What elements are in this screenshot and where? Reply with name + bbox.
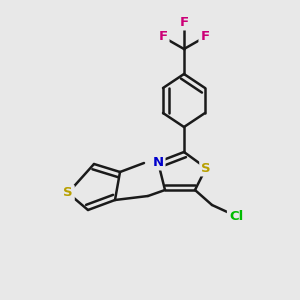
Text: N: N bbox=[152, 155, 164, 169]
Text: S: S bbox=[201, 161, 211, 175]
Text: F: F bbox=[200, 31, 210, 44]
Text: F: F bbox=[158, 31, 168, 44]
Text: F: F bbox=[179, 16, 189, 28]
Text: S: S bbox=[63, 187, 73, 200]
Text: Cl: Cl bbox=[229, 209, 243, 223]
